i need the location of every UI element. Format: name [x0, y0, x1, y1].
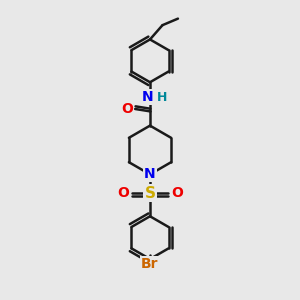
Text: O: O	[117, 186, 129, 200]
Text: Br: Br	[141, 257, 159, 272]
Text: N: N	[142, 90, 153, 104]
Text: H: H	[157, 91, 168, 103]
Text: O: O	[121, 102, 133, 116]
Text: N: N	[144, 167, 156, 182]
Text: S: S	[145, 186, 155, 201]
Text: O: O	[171, 186, 183, 200]
